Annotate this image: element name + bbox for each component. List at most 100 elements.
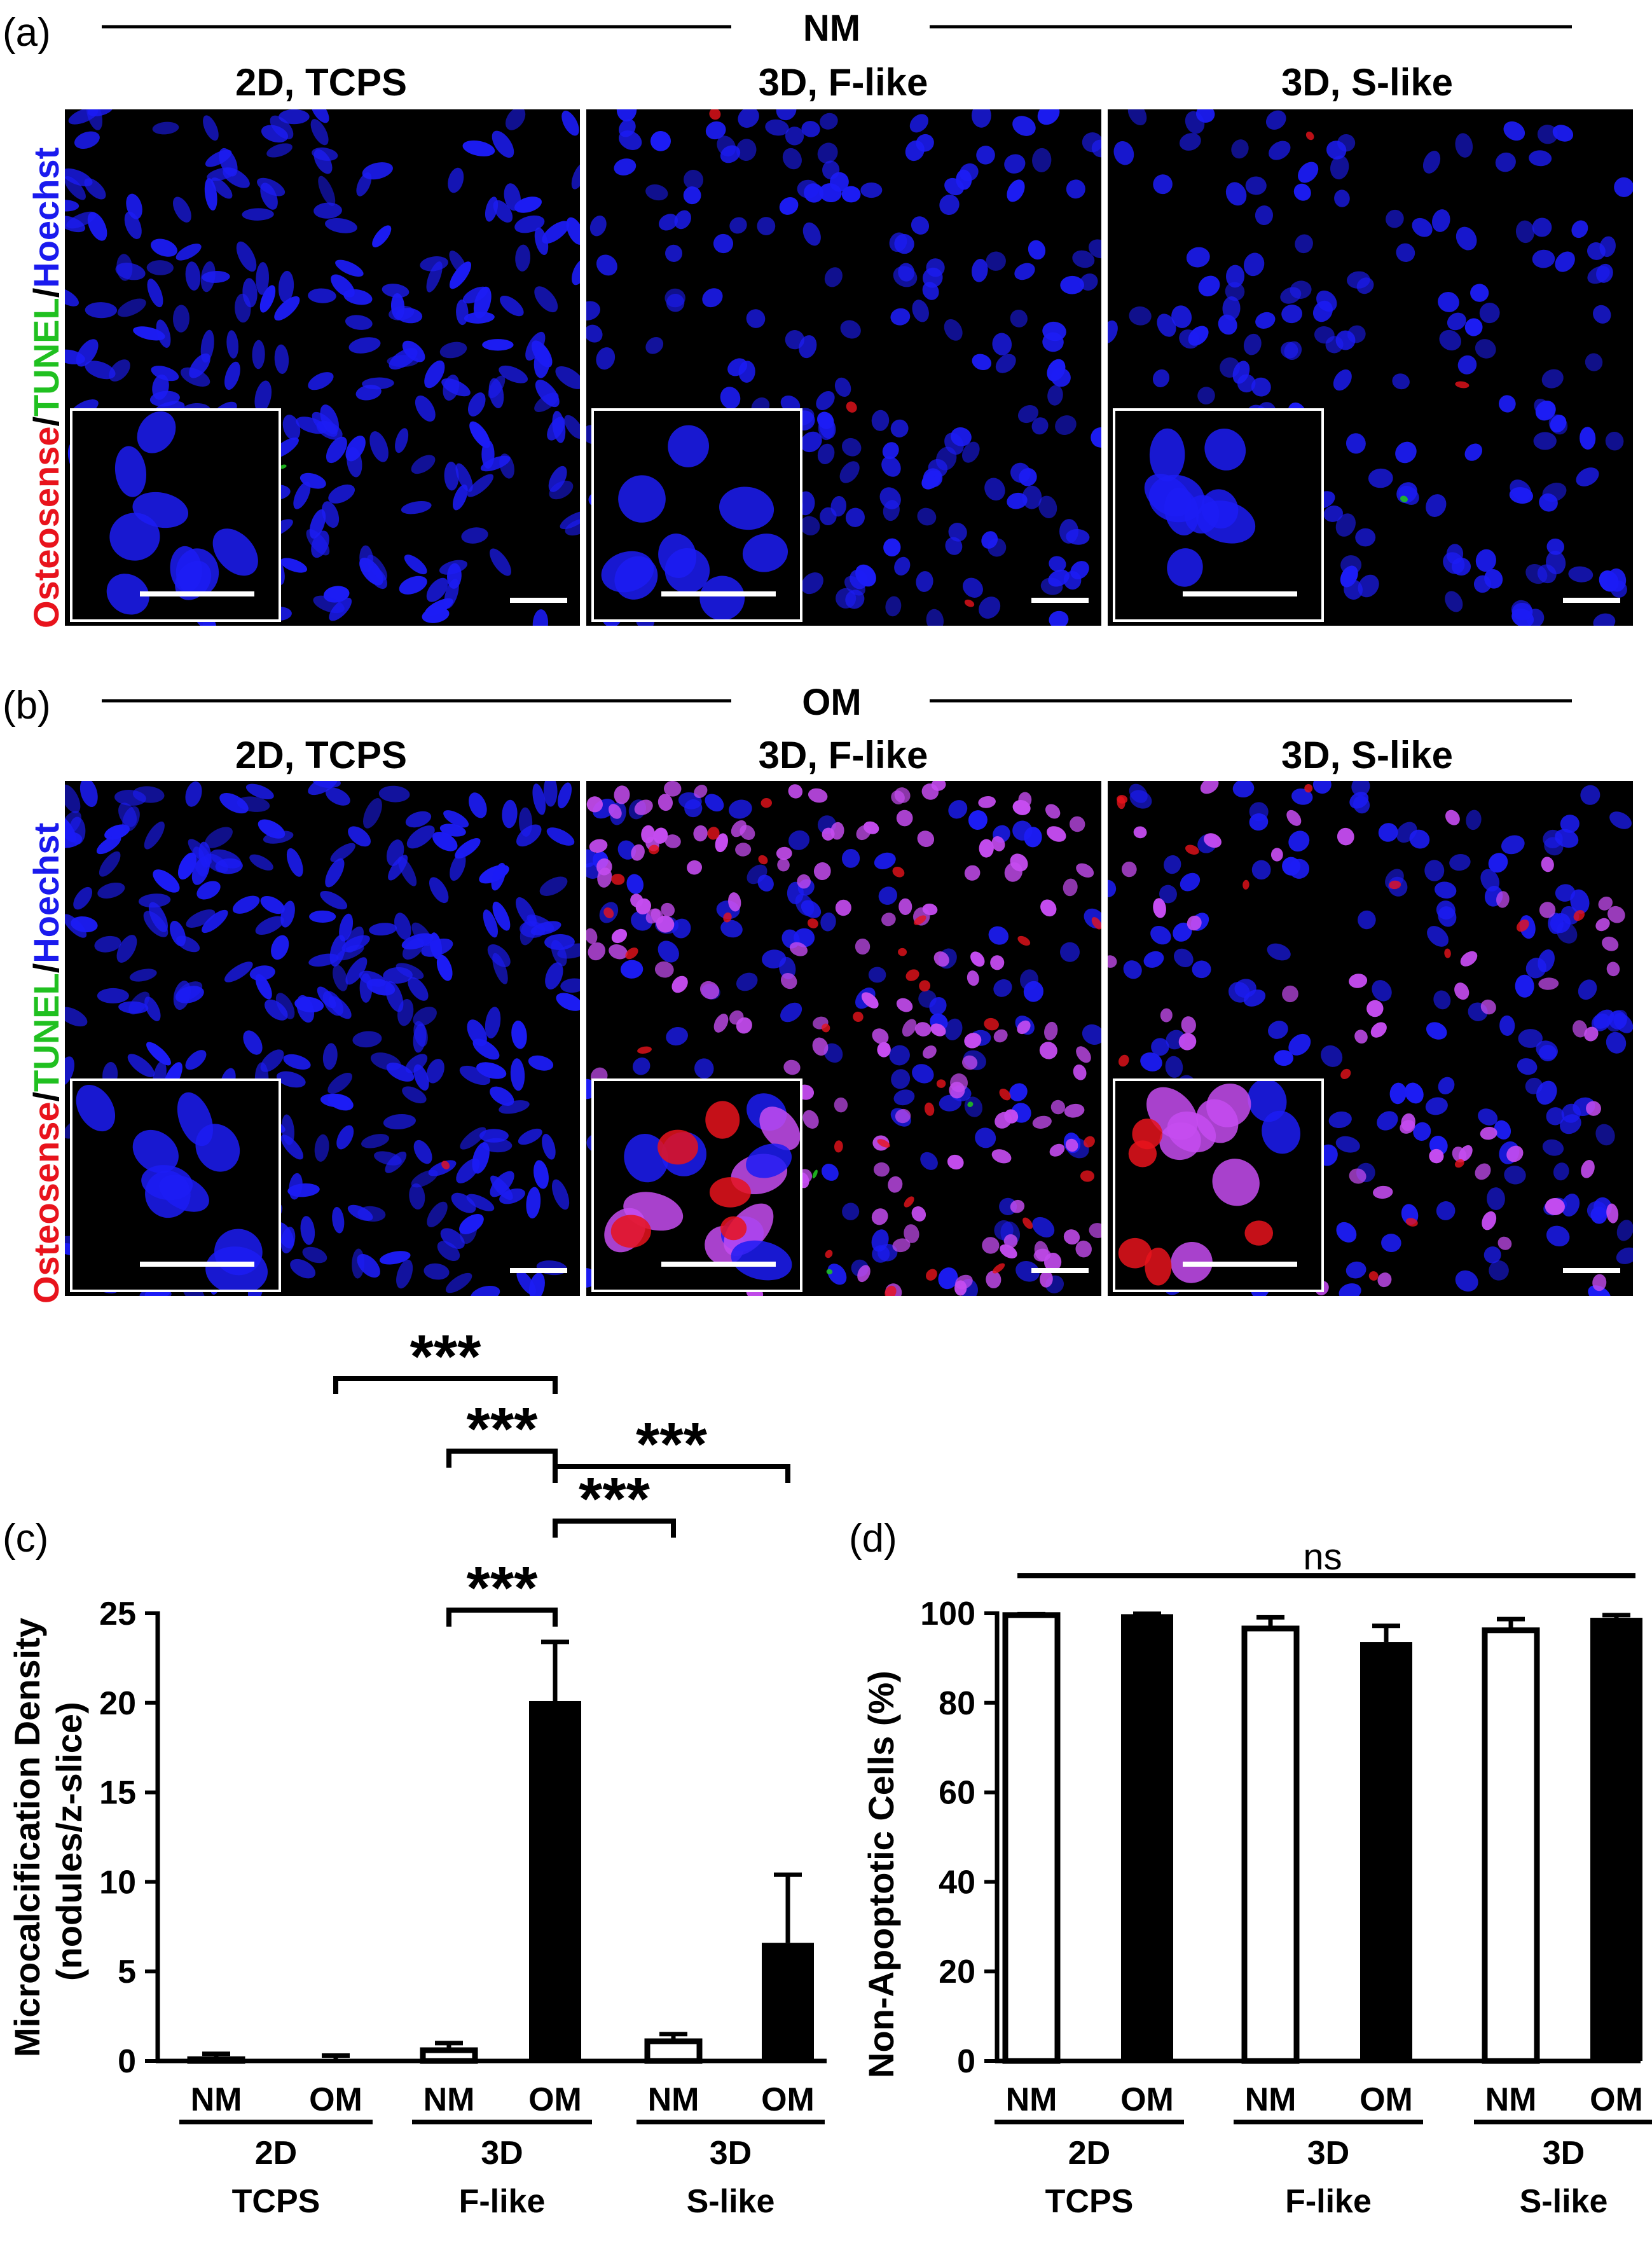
nucleus — [423, 1263, 450, 1280]
y-tick-label: 40 — [939, 1864, 975, 1901]
nucleus — [1555, 884, 1576, 902]
nucleus — [453, 484, 468, 511]
nucleus — [200, 329, 214, 363]
nucleus — [1606, 1031, 1627, 1054]
nucleus — [404, 555, 427, 575]
nucleus — [117, 298, 146, 317]
nucleus — [917, 507, 937, 526]
osteosense-signal — [984, 1017, 999, 1031]
nucleus — [1032, 1216, 1055, 1237]
osteosense-signal — [1017, 935, 1031, 946]
nucleus — [308, 781, 338, 796]
nucleus — [317, 986, 336, 1009]
calcified-nucleus — [812, 1037, 829, 1056]
significance-label: *** — [466, 1554, 538, 1622]
nucleus — [341, 935, 370, 953]
nucleus — [1560, 815, 1580, 833]
tunel-signal — [279, 464, 287, 469]
nucleus — [1392, 373, 1410, 390]
nucleus — [589, 216, 607, 237]
calcified-nucleus — [1049, 1143, 1065, 1157]
calcified-nucleus — [990, 955, 1005, 970]
nucleus — [326, 436, 347, 464]
nucleus — [561, 111, 579, 136]
inset-nucleus — [1212, 1159, 1260, 1206]
calcified-nucleus — [1063, 1229, 1080, 1245]
nucleus — [516, 897, 537, 927]
nucleus — [1108, 879, 1117, 898]
nucleus — [79, 781, 98, 807]
osteosense-signal — [825, 1250, 833, 1258]
category-label: NM — [1006, 2081, 1057, 2118]
nucleus — [1488, 853, 1508, 873]
nucleus — [525, 331, 546, 361]
nucleus — [409, 1183, 425, 1210]
calcified-nucleus — [835, 899, 851, 916]
significance-bracket: *** — [446, 1395, 558, 1468]
nucleus — [1464, 318, 1483, 336]
nucleus — [1542, 483, 1567, 502]
panel-b-stain-label: Osteosense/TUNEL/Hoechst — [26, 823, 66, 1304]
nucleus — [308, 288, 336, 303]
nucleus — [1268, 1021, 1288, 1039]
calcified-nucleus — [978, 796, 996, 808]
nucleus — [274, 296, 300, 321]
nucleus — [684, 799, 703, 818]
nucleus — [1546, 1225, 1570, 1247]
nucleus — [325, 217, 357, 233]
nucleus — [548, 465, 567, 492]
calcified-nucleus — [597, 867, 612, 888]
nucleus — [1245, 176, 1267, 195]
nucleus — [65, 1056, 75, 1086]
nucleus — [518, 1128, 542, 1145]
calcified-nucleus — [991, 1149, 1012, 1164]
nucleus — [782, 148, 802, 170]
nucleus — [1546, 1107, 1565, 1126]
nucleus — [1426, 494, 1447, 517]
nucleus — [916, 571, 933, 592]
bracket-line — [333, 1376, 558, 1394]
calcified-nucleus — [930, 1023, 946, 1037]
nucleus — [909, 114, 929, 133]
nucleus — [945, 537, 963, 555]
category-label: NM — [191, 2081, 242, 2118]
nucleus — [1609, 811, 1632, 829]
nucleus — [1422, 151, 1441, 174]
nucleus — [1599, 236, 1616, 258]
inset-nucleus — [742, 534, 788, 572]
calcified-nucleus — [1187, 915, 1202, 931]
nucleus — [1314, 326, 1335, 344]
nucleus — [1226, 265, 1245, 288]
nucleus — [357, 1253, 380, 1278]
nucleus — [185, 781, 202, 807]
nucleus — [116, 935, 137, 963]
calcified-nucleus — [1545, 1198, 1565, 1215]
nucleus — [443, 810, 469, 828]
nucleus — [1282, 857, 1301, 876]
nucleus — [1017, 404, 1038, 424]
inset-nucleus — [624, 1134, 669, 1183]
category-label: OM — [1120, 2081, 1174, 2118]
nucleus — [361, 1134, 389, 1148]
nucleus — [1596, 263, 1613, 283]
calcified-nucleus — [728, 892, 741, 912]
calcified-nucleus — [671, 975, 688, 993]
osteosense-signal — [1516, 919, 1529, 932]
calcified-nucleus — [1480, 999, 1496, 1015]
nucleus — [424, 360, 445, 389]
nucleus — [348, 337, 381, 354]
nucleus — [801, 121, 820, 137]
significance-label: *** — [466, 1395, 538, 1463]
inset-cells — [601, 425, 788, 621]
calcified-nucleus — [1040, 1271, 1053, 1288]
nucleus — [300, 1216, 315, 1245]
nucleus — [1499, 1015, 1515, 1036]
nucleus — [151, 238, 177, 257]
osteosense-signal — [637, 1046, 652, 1054]
inset-osteosense-signal — [657, 1129, 698, 1165]
calcified-nucleus — [873, 1162, 890, 1177]
nucleus — [383, 1113, 416, 1130]
nucleus — [729, 217, 747, 234]
nucleus — [490, 548, 511, 576]
nucleus — [666, 293, 685, 312]
